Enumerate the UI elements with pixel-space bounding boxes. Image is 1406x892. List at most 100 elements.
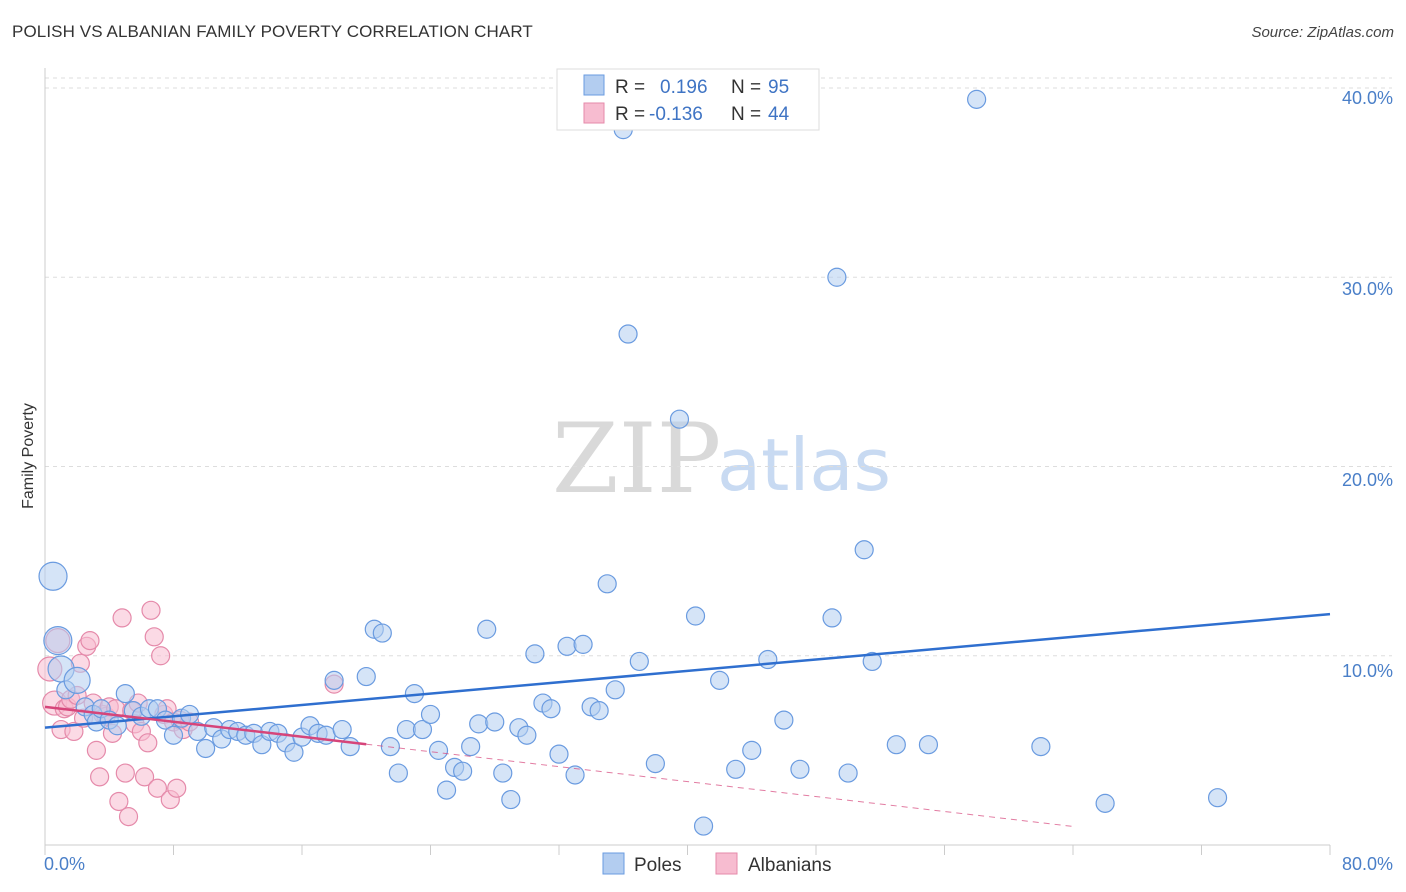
pole-point-53 bbox=[461, 736, 481, 757]
pole-point-89 bbox=[862, 651, 882, 672]
albanians-n-value: 44 bbox=[768, 104, 790, 125]
pole-point-44 bbox=[388, 763, 408, 783]
stats-legend: R = 0.196 N = 95 R = -0.136 N = 44 bbox=[556, 68, 820, 131]
pole-point-66 bbox=[565, 765, 585, 785]
y-tick-label-40: 40.0% bbox=[1342, 88, 1393, 108]
poles-n-value: 95 bbox=[768, 77, 789, 98]
trend-lines bbox=[44, 612, 1331, 827]
albanian-point-30 bbox=[138, 733, 158, 753]
pole-point-39 bbox=[340, 736, 360, 757]
albanian-point-24 bbox=[118, 807, 139, 827]
pole-point-90 bbox=[886, 735, 906, 755]
axes bbox=[44, 68, 1331, 855]
pole-point-78 bbox=[693, 816, 714, 836]
pole-point-63 bbox=[541, 699, 561, 719]
pole-point-80 bbox=[726, 759, 746, 779]
pole-point-75 bbox=[645, 754, 665, 774]
y-tick-label-30: 30.0% bbox=[1342, 279, 1393, 299]
pole-point-67 bbox=[573, 634, 593, 654]
albanian-point-33 bbox=[147, 778, 168, 798]
pole-point-83 bbox=[774, 710, 794, 730]
pole-point-37 bbox=[324, 670, 344, 690]
y-tick-label-10: 10.0% bbox=[1342, 661, 1393, 681]
watermark-zip: ZIP bbox=[552, 403, 721, 515]
pole-point-95 bbox=[1207, 788, 1228, 808]
pole-point-87 bbox=[838, 763, 858, 783]
pole-point-1 bbox=[43, 626, 73, 656]
poles-r-value: 0.196 bbox=[660, 77, 708, 98]
albanian-point-29 bbox=[134, 767, 155, 787]
y-tick-label-20: 20.0% bbox=[1342, 470, 1393, 490]
pole-point-94 bbox=[1095, 793, 1115, 813]
poles-points bbox=[38, 89, 1228, 836]
pole-point-70 bbox=[597, 574, 617, 594]
albanian-point-21 bbox=[109, 791, 129, 812]
pole-point-93 bbox=[1031, 736, 1051, 757]
albanians-r-label: R = bbox=[615, 104, 645, 125]
pole-point-49 bbox=[428, 740, 449, 760]
pole-point-76 bbox=[669, 409, 690, 429]
watermark-atlas: atlas bbox=[717, 423, 891, 507]
pole-point-71 bbox=[605, 680, 625, 700]
pole-point-85 bbox=[822, 608, 842, 628]
pole-point-47 bbox=[412, 719, 433, 740]
albanian-point-39 bbox=[167, 778, 187, 798]
albanian-point-14 bbox=[86, 740, 107, 760]
pole-point-79 bbox=[710, 670, 730, 690]
pole-point-0 bbox=[38, 561, 68, 591]
pole-point-81 bbox=[742, 740, 762, 760]
pole-point-82 bbox=[758, 649, 778, 670]
pole-point-21 bbox=[196, 738, 216, 759]
pole-point-56 bbox=[485, 712, 505, 732]
pole-point-60 bbox=[517, 725, 537, 745]
poles-legend-swatch bbox=[583, 74, 605, 96]
pole-point-50 bbox=[436, 780, 457, 800]
albanians-trend-extension bbox=[366, 743, 1074, 827]
pole-point-4 bbox=[63, 666, 91, 694]
albanians-trend-line bbox=[44, 705, 367, 746]
albanian-point-23 bbox=[115, 763, 135, 783]
poles-r-label: R = bbox=[615, 77, 645, 98]
pole-point-38 bbox=[332, 719, 352, 740]
albanians-series-swatch bbox=[715, 852, 738, 875]
pole-point-17 bbox=[163, 725, 184, 745]
poles-series-label: Poles bbox=[634, 855, 682, 876]
albanian-point-22 bbox=[112, 608, 132, 628]
pole-point-64 bbox=[549, 744, 569, 764]
source-label: Source: ZipAtlas.com bbox=[1251, 24, 1394, 41]
chart-title: POLISH VS ALBANIAN FAMILY POVERTY CORREL… bbox=[12, 22, 533, 41]
pole-point-61 bbox=[525, 644, 545, 664]
albanian-point-15 bbox=[90, 767, 110, 787]
pole-point-65 bbox=[557, 636, 577, 656]
albanian-point-34 bbox=[151, 646, 171, 666]
pole-point-57 bbox=[493, 763, 513, 783]
pole-point-45 bbox=[396, 719, 417, 740]
pole-point-86 bbox=[827, 267, 847, 287]
pole-point-92 bbox=[967, 89, 987, 109]
pole-point-88 bbox=[854, 540, 874, 560]
albanian-point-31 bbox=[141, 600, 161, 620]
gridlines bbox=[45, 77, 1392, 657]
pole-point-52 bbox=[453, 761, 473, 781]
pole-point-32 bbox=[284, 742, 304, 762]
y-axis-label: Family Poverty bbox=[20, 403, 37, 509]
pole-point-42 bbox=[372, 623, 392, 643]
poles-trend-line bbox=[44, 612, 1331, 729]
albanian-point-32 bbox=[144, 627, 164, 647]
pole-point-48 bbox=[420, 704, 441, 725]
poles-n-label: N = bbox=[731, 77, 761, 98]
x-tick-label-max: 80.0% bbox=[1342, 854, 1393, 874]
x-tick-label-min: 0.0% bbox=[44, 854, 85, 874]
albanians-n-label: N = bbox=[731, 104, 761, 125]
poles-series-swatch bbox=[602, 852, 625, 875]
series-legend: Poles Albanians bbox=[602, 852, 831, 876]
albanian-point-12 bbox=[80, 631, 100, 651]
pole-point-40 bbox=[356, 666, 376, 687]
pole-point-54 bbox=[469, 714, 489, 734]
albanian-point-7 bbox=[64, 721, 84, 742]
pole-point-73 bbox=[618, 324, 638, 344]
pole-point-84 bbox=[790, 759, 810, 779]
albanians-r-value: -0.136 bbox=[649, 104, 703, 125]
pole-point-55 bbox=[477, 619, 497, 639]
